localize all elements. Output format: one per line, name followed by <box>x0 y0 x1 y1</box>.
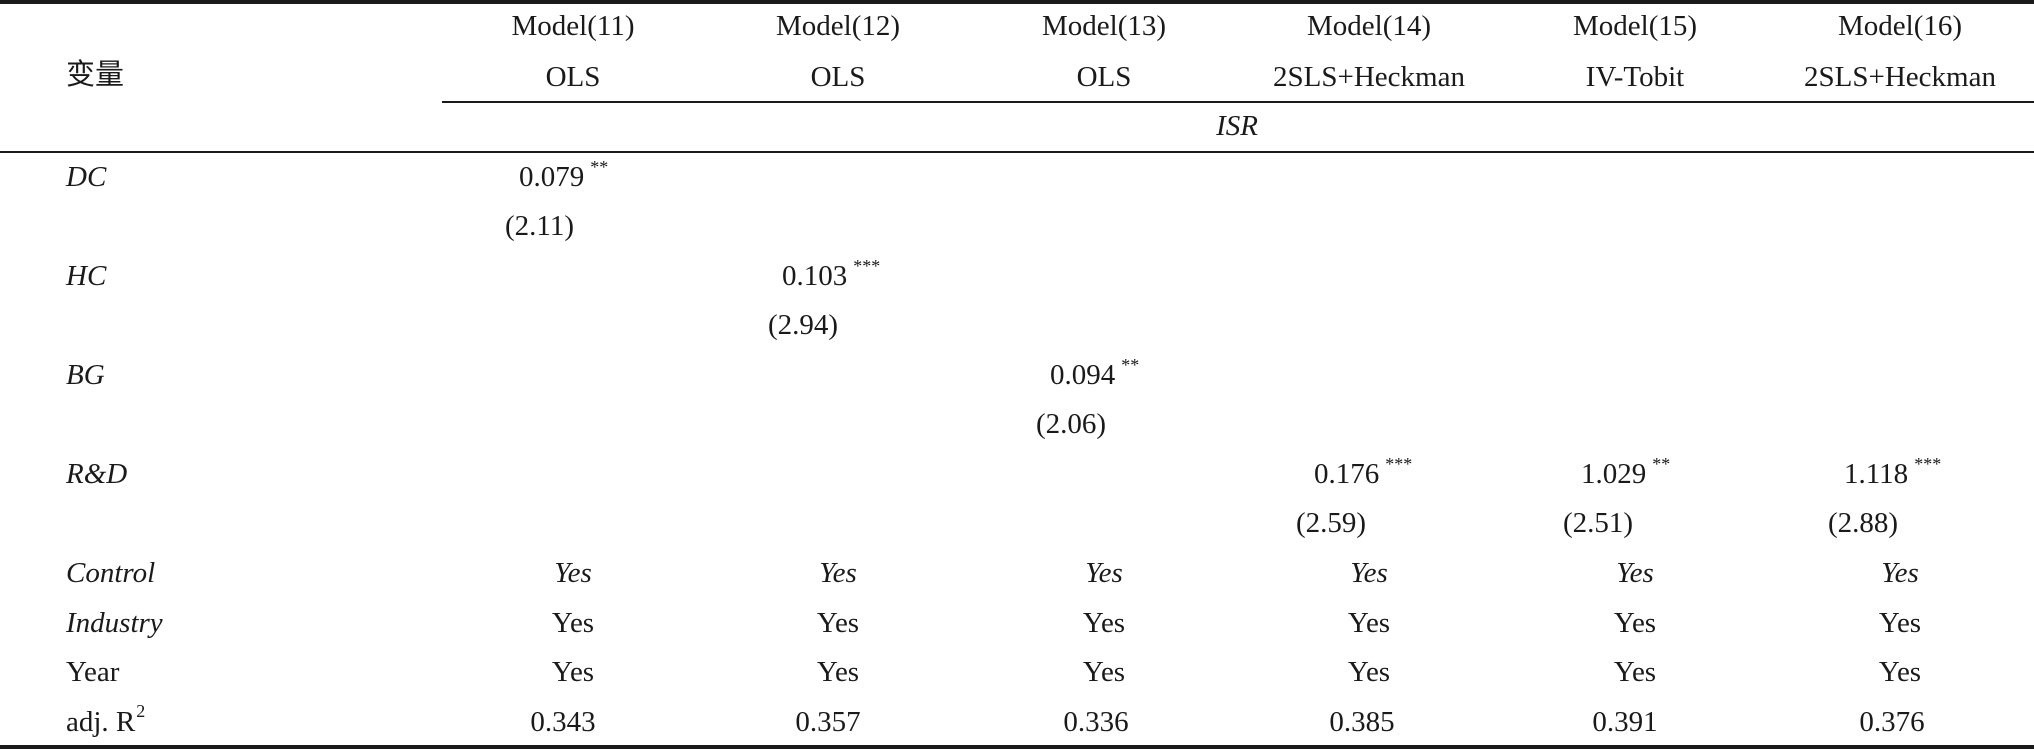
year-m11: Yes <box>551 656 595 688</box>
table-bottom-rule <box>0 745 2034 749</box>
control-m15: Yes <box>1616 557 1654 589</box>
row-label-rd: R&D <box>66 458 128 490</box>
model-15-name: Model(15) <box>1572 10 1698 42</box>
row-label-industry: Industry <box>66 607 163 639</box>
control-m16: Yes <box>1881 557 1919 589</box>
industry-m14: Yes <box>1347 607 1391 639</box>
tstat-rd-m14: (2.59) <box>1296 507 1367 539</box>
coef-dc-m11: 0.079 ** <box>519 157 609 193</box>
model-16-method: 2SLS+Heckman <box>1804 61 1996 93</box>
adj-r2-m12: 0.357 <box>795 706 861 738</box>
year-m12: Yes <box>816 656 860 688</box>
model-11-method: OLS <box>545 61 601 93</box>
coef-rd-m16: 1.118 *** <box>1844 454 1942 490</box>
control-m11: Yes <box>554 557 592 589</box>
model-12-name: Model(12) <box>775 10 901 42</box>
control-m13: Yes <box>1085 557 1123 589</box>
row-label-hc: HC <box>66 260 107 292</box>
row-label-bg: BG <box>66 359 105 391</box>
model-13-name: Model(13) <box>1041 10 1167 42</box>
row-label-dc: DC <box>66 161 107 193</box>
year-m16: Yes <box>1878 656 1922 688</box>
model-14-name: Model(14) <box>1306 10 1432 42</box>
adj-r2-m13: 0.336 <box>1063 706 1129 738</box>
adj-r2-m15: 0.391 <box>1592 706 1658 738</box>
variable-header: 变量 <box>66 59 125 91</box>
model-15-method: IV-Tobit <box>1585 61 1685 93</box>
model-11-name: Model(11) <box>511 10 635 42</box>
year-m15: Yes <box>1613 656 1657 688</box>
industry-m13: Yes <box>1082 607 1126 639</box>
model-12-method: OLS <box>810 61 866 93</box>
coef-rd-m15: 1.029 ** <box>1581 454 1671 490</box>
model-16-name: Model(16) <box>1837 10 1963 42</box>
year-m13: Yes <box>1082 656 1126 688</box>
industry-m11: Yes <box>551 607 595 639</box>
year-m14: Yes <box>1347 656 1391 688</box>
dependent-variable-label: ISR <box>1216 110 1258 142</box>
header-sub-rule <box>442 101 2034 103</box>
control-m12: Yes <box>819 557 857 589</box>
industry-m15: Yes <box>1613 607 1657 639</box>
coef-bg-m13: 0.094 ** <box>1050 355 1140 391</box>
model-13-method: OLS <box>1076 61 1132 93</box>
tstat-hc-m12: (2.94) <box>768 309 839 341</box>
row-label-adj-r2: adj. R2 <box>66 701 146 738</box>
control-m14: Yes <box>1350 557 1388 589</box>
tstat-bg-m13: (2.06) <box>1036 408 1107 440</box>
tstat-rd-m16: (2.88) <box>1828 507 1899 539</box>
coef-rd-m14: 0.176 *** <box>1314 454 1413 490</box>
adj-r2-m11: 0.343 <box>530 706 596 738</box>
tstat-dc-m11: (2.11) <box>505 210 574 242</box>
row-label-control: Control <box>66 557 156 589</box>
industry-m16: Yes <box>1878 607 1922 639</box>
table-top-rule <box>0 0 2034 4</box>
industry-m12: Yes <box>816 607 860 639</box>
model-14-method: 2SLS+Heckman <box>1273 61 1465 93</box>
coef-hc-m12: 0.103 *** <box>782 256 881 292</box>
adj-r2-m14: 0.385 <box>1329 706 1395 738</box>
header-bottom-rule <box>0 151 2034 153</box>
adj-r2-m16: 0.376 <box>1859 706 1925 738</box>
tstat-rd-m15: (2.51) <box>1563 507 1634 539</box>
row-label-year: Year <box>66 656 120 688</box>
